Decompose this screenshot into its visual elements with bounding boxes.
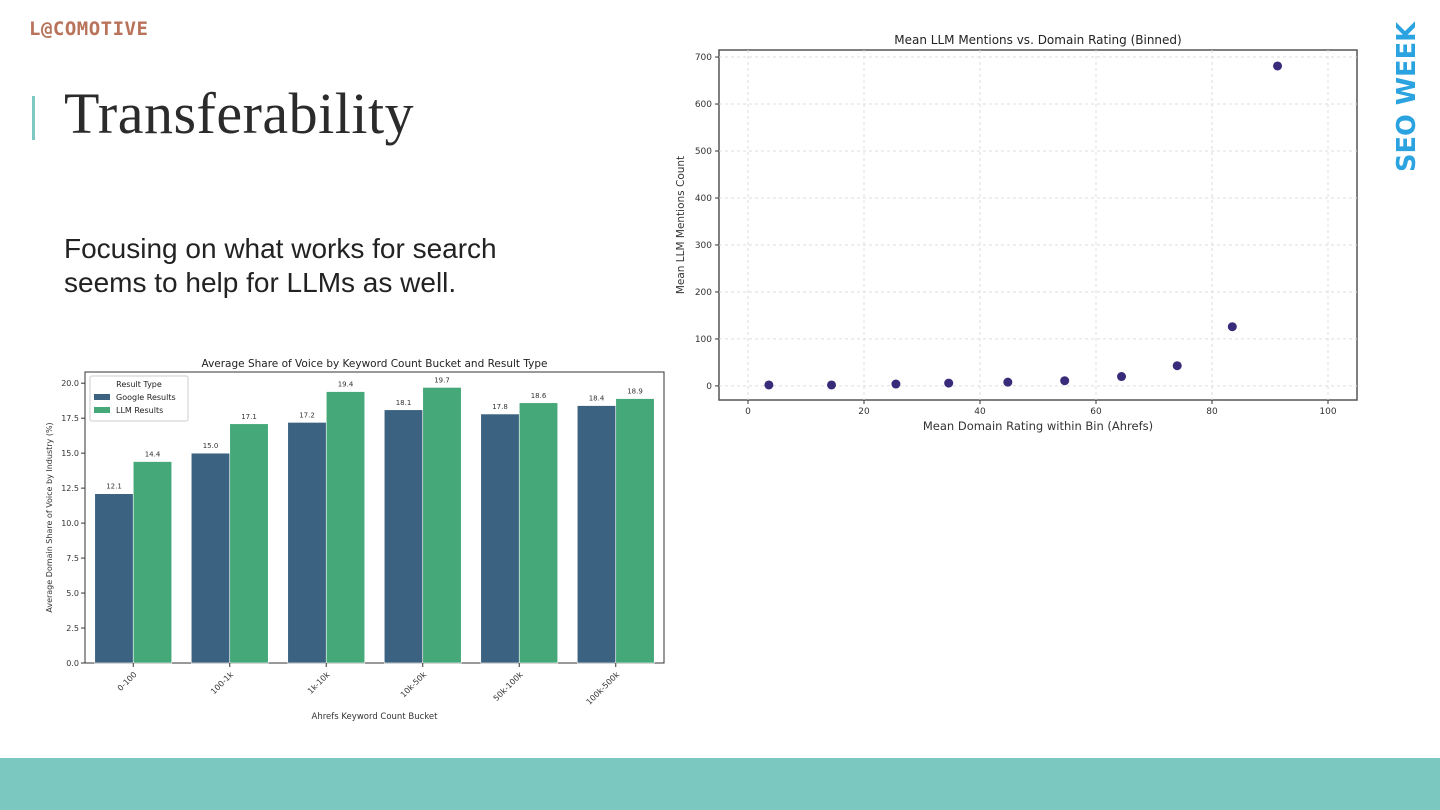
scatter-point xyxy=(1117,372,1127,382)
x-tick-label: 10k-50k xyxy=(399,670,429,700)
footer-accent-band xyxy=(0,758,1440,810)
y-tick-label: 600 xyxy=(695,100,712,110)
x-tick-label: 50k-100k xyxy=(492,670,525,703)
x-tick-label: 40 xyxy=(974,407,986,417)
x-tick-label: 80 xyxy=(1206,407,1218,417)
y-tick-label: 200 xyxy=(695,288,712,298)
scatter-point xyxy=(1003,377,1013,387)
bar-google xyxy=(576,405,617,664)
y-tick-label: 0.0 xyxy=(66,659,79,668)
bar-x-axis-label: Ahrefs Keyword Count Bucket xyxy=(312,712,439,722)
x-tick-label: 0-100 xyxy=(116,670,139,693)
y-tick-label: 700 xyxy=(695,53,712,63)
bar-llm xyxy=(615,398,655,664)
bar-value-label: 12.1 xyxy=(106,483,122,491)
y-tick-label: 0 xyxy=(706,382,712,392)
y-tick-label: 300 xyxy=(695,241,712,251)
y-tick-label: 400 xyxy=(695,194,712,204)
page-title: Transferability xyxy=(64,81,415,146)
bar-google xyxy=(383,409,424,664)
bar-google xyxy=(480,413,520,664)
scatter-chart-title: Mean LLM Mentions vs. Domain Rating (Bin… xyxy=(894,33,1181,47)
x-tick-label: 1k-10k xyxy=(306,670,332,696)
y-tick-label: 7.5 xyxy=(66,554,79,563)
scatter-point xyxy=(1060,376,1070,386)
bar-value-label: 15.0 xyxy=(203,442,219,450)
legend-box xyxy=(89,375,189,422)
scatter-point xyxy=(891,379,901,389)
legend-swatch xyxy=(94,407,110,413)
y-tick-label: 15.0 xyxy=(61,449,79,458)
legend-entry: Google Results xyxy=(116,393,176,402)
seo-week-logo: SEO WEEK xyxy=(1392,21,1420,172)
bar-value-label: 19.7 xyxy=(434,376,450,384)
locomotive-logo: L@COMOTIVE xyxy=(29,18,149,40)
scatter-plot-area xyxy=(718,49,1358,401)
scatter-point xyxy=(764,380,774,390)
bar-value-label: 17.2 xyxy=(299,411,315,419)
slide-subtitle: Focusing on what works for search seems … xyxy=(64,233,497,298)
scatter-point xyxy=(1227,322,1237,332)
scatter-point xyxy=(1273,61,1283,71)
y-tick-label: 5.0 xyxy=(66,589,79,598)
bar-google xyxy=(190,452,231,664)
y-tick-label: 20.0 xyxy=(61,379,79,388)
bar-value-label: 18.6 xyxy=(531,392,547,400)
bar-llm xyxy=(325,391,366,664)
y-tick-label: 12.5 xyxy=(61,484,79,493)
title-accent-bar xyxy=(32,96,35,140)
y-tick-label: 10.0 xyxy=(61,519,79,528)
bar-google xyxy=(94,493,134,664)
x-tick-label: 0 xyxy=(745,407,751,417)
x-tick-label: 100 xyxy=(1319,407,1336,417)
bar-value-label: 18.9 xyxy=(627,388,643,396)
scatter-x-axis-label: Mean Domain Rating within Bin (Ahrefs) xyxy=(923,419,1153,433)
y-tick-label: 2.5 xyxy=(66,624,79,633)
bar-value-label: 18.4 xyxy=(589,395,605,403)
legend-title: Result Type xyxy=(116,380,162,389)
bar-chart-title: Average Share of Voice by Keyword Count … xyxy=(202,358,548,370)
x-tick-label: 100-1k xyxy=(209,670,235,696)
bar-llm xyxy=(422,387,462,664)
bar-value-label: 18.1 xyxy=(396,399,412,407)
x-tick-label: 100k-500k xyxy=(585,670,622,707)
bar-value-label: 14.4 xyxy=(145,451,161,459)
llm-mentions-scatter-chart: Mean LLM Mentions vs. Domain Rating (Bin… xyxy=(675,33,1358,433)
bar-llm xyxy=(132,461,173,664)
y-tick-label: 100 xyxy=(695,335,712,345)
scatter-point xyxy=(827,380,837,390)
bar-legend: Result Type Google Results LLM Results xyxy=(89,375,189,422)
x-tick-label: 20 xyxy=(858,407,870,417)
y-tick-label: 500 xyxy=(695,147,712,157)
bar-google xyxy=(287,422,327,664)
bar-llm xyxy=(229,423,269,664)
bar-y-axis-label: Average Domain Share of Voice by Industr… xyxy=(45,422,54,612)
y-tick-label: 17.5 xyxy=(61,414,79,423)
bar-value-label: 19.4 xyxy=(338,381,354,389)
share-of-voice-bar-chart: Average Share of Voice by Keyword Count … xyxy=(45,358,665,722)
scatter-y-axis-label: Mean LLM Mentions Count xyxy=(675,156,687,294)
scatter-point xyxy=(1172,361,1182,371)
seo-week-brand-text: SEO WEEK xyxy=(1392,21,1420,172)
scatter-point xyxy=(944,378,954,388)
bar-value-label: 17.8 xyxy=(492,403,508,411)
bar-llm xyxy=(518,402,559,664)
x-tick-label: 60 xyxy=(1090,407,1102,417)
legend-swatch xyxy=(94,394,110,400)
bar-value-label: 17.1 xyxy=(241,413,257,421)
legend-entry: LLM Results xyxy=(116,406,163,415)
